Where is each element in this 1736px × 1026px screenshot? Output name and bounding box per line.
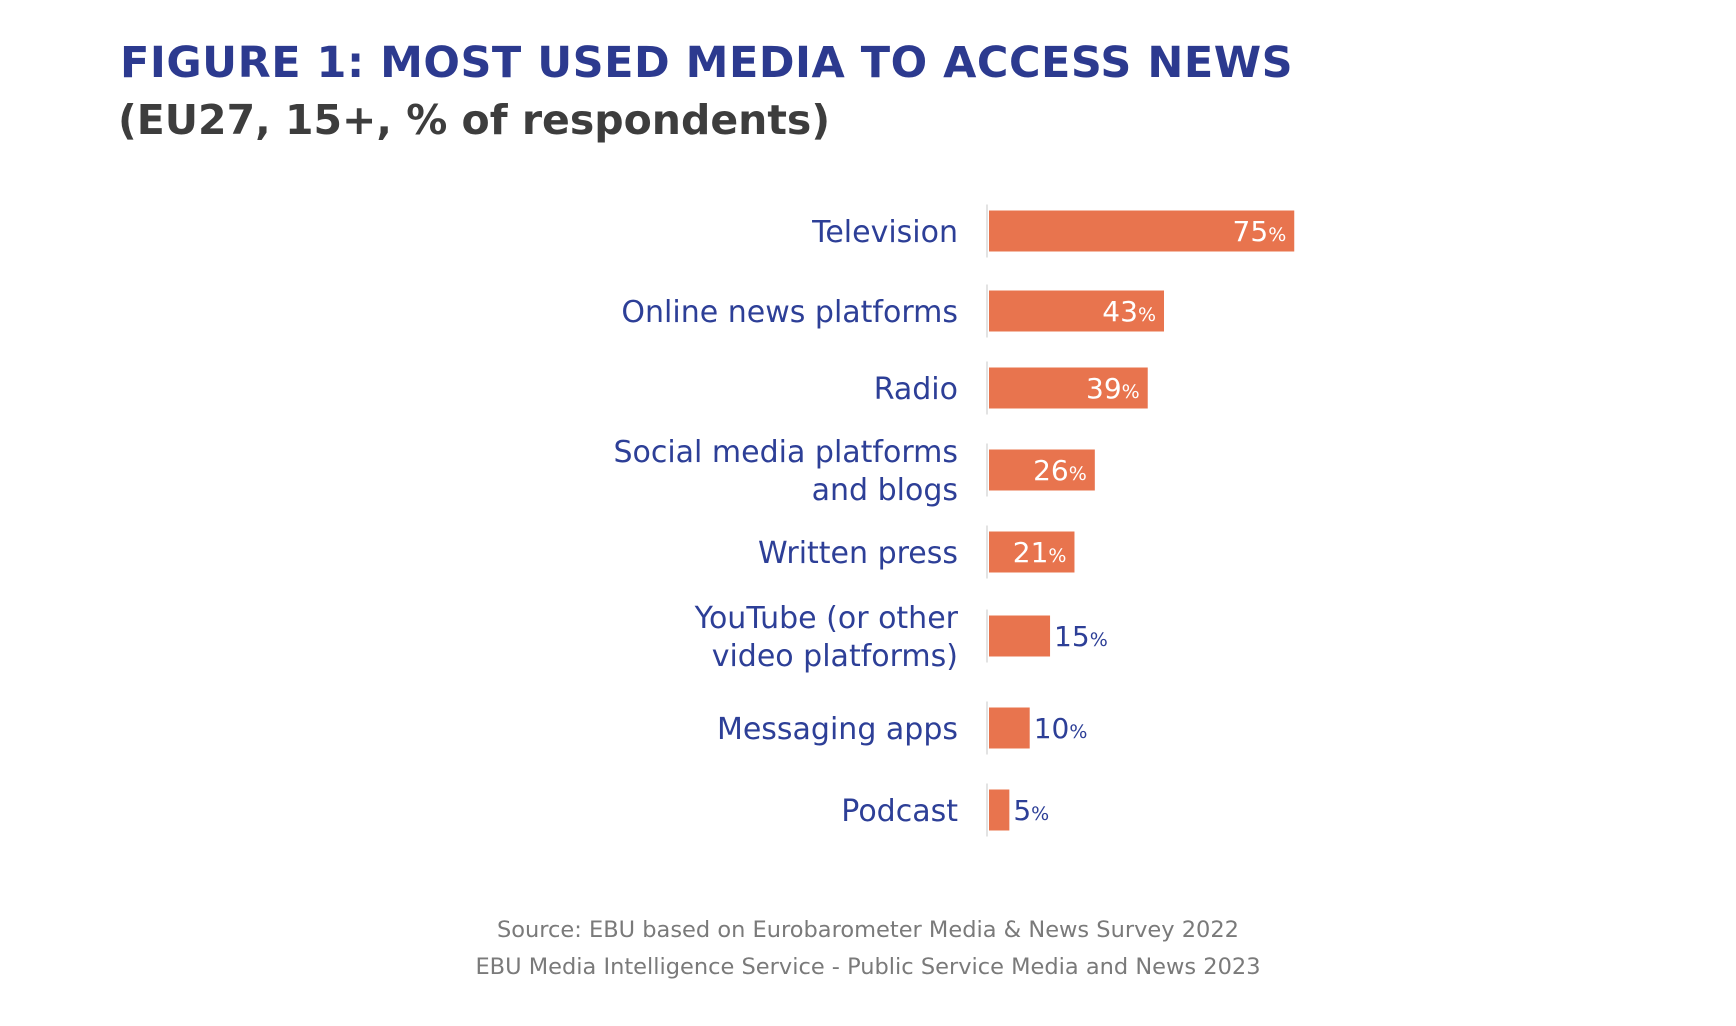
value-label: 43%	[1102, 295, 1156, 328]
bar	[989, 367, 1148, 409]
value-label: 5%	[1013, 794, 1049, 827]
value-label: 21%	[1013, 536, 1067, 569]
bar	[989, 531, 1075, 573]
category-label: Social media platforms and blogs	[613, 435, 958, 508]
category-label: Written press	[758, 536, 958, 571]
source-line-2: EBU Media Intelligence Service - Public …	[475, 954, 1261, 980]
bar-chart: Television 75% Online news platforms 43% Rad…	[613, 204, 1295, 837]
source-note: Source: EBU based on Eurobarometer Media…	[0, 912, 1736, 986]
bar	[989, 449, 1095, 491]
bar	[989, 615, 1051, 657]
category-label: Television	[811, 215, 958, 250]
bar	[989, 789, 1010, 831]
bar	[989, 290, 1165, 332]
category-label: Messaging apps	[717, 712, 958, 747]
category-label: Online news platforms	[621, 295, 958, 330]
value-label: 15%	[1054, 620, 1108, 653]
bar	[989, 210, 1295, 252]
value-label: 10%	[1034, 712, 1088, 745]
chart-title: FIGURE 1: MOST USED MEDIA TO ACCESS NEWS	[120, 38, 1294, 88]
category-label: Radio	[874, 372, 958, 407]
category-label: YouTube (or other video platforms)	[694, 601, 959, 674]
chart-subtitle: (EU27, 15+, % of respondents)	[118, 96, 831, 144]
bar	[989, 707, 1030, 749]
source-line-1: Source: EBU based on Eurobarometer Media…	[496, 917, 1239, 943]
value-label: 75%	[1233, 215, 1287, 248]
category-label: Podcast	[841, 794, 958, 829]
value-label: 26%	[1033, 454, 1087, 487]
value-label: 39%	[1086, 372, 1140, 405]
